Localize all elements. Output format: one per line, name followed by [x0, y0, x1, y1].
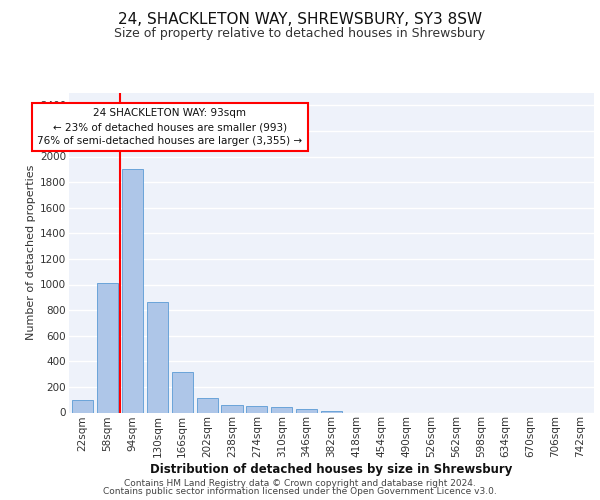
Bar [271, 408, 292, 412]
X-axis label: Distribution of detached houses by size in Shrewsbury: Distribution of detached houses by size … [151, 463, 512, 476]
Bar [246, 406, 268, 412]
Bar [321, 410, 342, 412]
Text: Contains HM Land Registry data © Crown copyright and database right 2024.: Contains HM Land Registry data © Crown c… [124, 478, 476, 488]
Bar [122, 170, 143, 412]
Text: Size of property relative to detached houses in Shrewsbury: Size of property relative to detached ho… [115, 28, 485, 40]
Bar [221, 405, 242, 412]
Bar [296, 410, 317, 412]
Bar [172, 372, 193, 412]
Bar [97, 283, 118, 412]
Text: 24 SHACKLETON WAY: 93sqm
← 23% of detached houses are smaller (993)
76% of semi-: 24 SHACKLETON WAY: 93sqm ← 23% of detach… [37, 108, 302, 146]
Y-axis label: Number of detached properties: Number of detached properties [26, 165, 36, 340]
Text: 24, SHACKLETON WAY, SHREWSBURY, SY3 8SW: 24, SHACKLETON WAY, SHREWSBURY, SY3 8SW [118, 12, 482, 28]
Bar [72, 400, 93, 412]
Bar [197, 398, 218, 412]
Text: Contains public sector information licensed under the Open Government Licence v3: Contains public sector information licen… [103, 487, 497, 496]
Bar [147, 302, 168, 412]
